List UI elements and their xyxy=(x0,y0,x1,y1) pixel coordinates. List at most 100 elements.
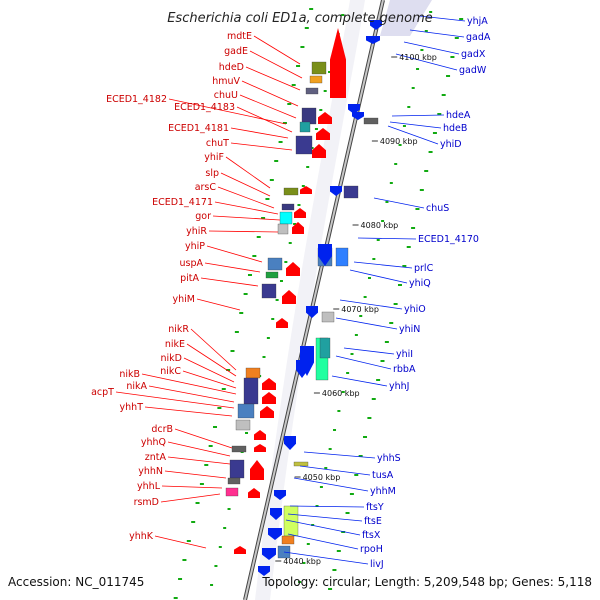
tick-dot xyxy=(239,312,244,314)
tick-dot xyxy=(337,410,341,412)
tick-dot xyxy=(354,474,359,476)
tick-dot xyxy=(350,353,354,355)
tick-dot xyxy=(279,280,283,282)
forward-arrow xyxy=(262,378,276,390)
scale-tick-label: 4100 kbp xyxy=(399,53,437,62)
forward-leader-line xyxy=(182,370,237,389)
tick-dot xyxy=(328,588,333,590)
forward-leader-line xyxy=(208,230,279,233)
feature-box xyxy=(301,107,317,125)
forward-arrow xyxy=(254,444,266,452)
tick-dot xyxy=(284,261,288,263)
forward-gene-label: nikA xyxy=(126,381,147,392)
feature-box xyxy=(299,121,311,133)
reverse-arrow xyxy=(318,244,332,266)
tick-dot xyxy=(287,103,292,105)
genome-stats-text: Topology: circular; Length: 5,209,548 bp… xyxy=(261,575,592,589)
map-title: Escherichia coli ED1a, complete genome xyxy=(167,11,433,26)
tick-dot xyxy=(218,546,222,548)
reverse-leader-line xyxy=(331,375,388,387)
reverse-gene-labels: yhjA gadA gadX gadW hdeA hdeB yhiD chuS ECED1_41… xyxy=(360,16,491,570)
forward-gene-label: yhhN xyxy=(138,466,163,477)
feature-box xyxy=(277,223,289,235)
reverse-leader-line xyxy=(289,505,365,508)
reverse-arrow xyxy=(284,436,296,450)
reverse-leader-line xyxy=(387,125,439,145)
tick-dot xyxy=(384,341,389,343)
tick-dot xyxy=(328,448,332,450)
tick-dot xyxy=(300,46,305,48)
tick-dot xyxy=(323,90,327,92)
forward-gene-label: pitA xyxy=(180,273,199,284)
feature-box xyxy=(227,477,241,485)
forward-leader-line xyxy=(217,186,275,209)
tick-dot xyxy=(450,56,455,58)
forward-gene-label: nikB xyxy=(119,369,140,380)
tick-dot xyxy=(293,223,297,225)
forward-gene-label: yhiM xyxy=(173,294,195,305)
tick-dot xyxy=(274,160,279,162)
ring-shade xyxy=(255,0,365,600)
reverse-arrow xyxy=(274,490,286,500)
reverse-leader-line xyxy=(293,477,369,492)
reverse-gene-label: ftsE xyxy=(364,516,382,527)
forward-gene-label: uspA xyxy=(180,258,204,269)
forward-leader-line xyxy=(183,357,235,383)
reverse-gene-label: yhiQ xyxy=(409,278,431,289)
feature-box xyxy=(281,203,295,211)
forward-gene-label: nikC xyxy=(160,366,181,377)
forward-gene-label: yhhT xyxy=(120,402,144,413)
feature-box xyxy=(295,135,313,155)
scale-tick-label: 4050 kbp xyxy=(303,473,341,482)
forward-leader-line xyxy=(220,172,271,197)
forward-leader-line xyxy=(230,142,293,151)
forward-gene-label: gadE xyxy=(224,46,248,57)
forward-arrow xyxy=(312,144,326,158)
tick-dot xyxy=(420,49,424,51)
tick-dot xyxy=(333,429,337,431)
feature-box xyxy=(279,211,293,225)
reverse-arrow xyxy=(258,566,270,576)
reverse-leader-line xyxy=(403,41,460,55)
tick-dot xyxy=(226,369,231,371)
feature-box xyxy=(283,187,299,196)
forward-gene-label: nikD xyxy=(161,353,182,364)
reverse-arrow xyxy=(306,306,318,318)
forward-leader-line xyxy=(196,298,241,311)
forward-gene-label: yhiR xyxy=(186,226,207,237)
backbone-line xyxy=(243,0,385,600)
reverse-leader-line xyxy=(395,53,458,71)
forward-leader-line xyxy=(212,215,281,221)
feature-box xyxy=(343,185,359,199)
forward-gene-label: dcrB xyxy=(151,424,173,435)
reverse-leader-line xyxy=(409,29,465,38)
forward-arrow xyxy=(260,406,274,418)
reverse-arrow xyxy=(352,112,364,120)
forward-leader-line xyxy=(167,441,231,457)
reverse-leader-line xyxy=(287,513,363,522)
tick-dot xyxy=(245,432,249,434)
forward-arrow xyxy=(262,392,276,404)
forward-gene-label: ECED1_4181 xyxy=(168,123,229,134)
reverse-gene-label: yhiN xyxy=(399,324,420,335)
tick-dot xyxy=(441,94,446,96)
reverse-gene-label: yhhS xyxy=(377,453,401,464)
feature-box xyxy=(229,459,245,479)
tick-dot xyxy=(407,106,411,108)
forward-gene-label: ECED1_4182 xyxy=(106,94,167,105)
forward-gene-labels: mdtE gadE hdeD hmuV chuU ECED1_4182 ECED1_4183… xyxy=(91,31,252,542)
forward-arrow xyxy=(282,290,296,304)
tick-dot xyxy=(199,483,204,485)
feature-box xyxy=(267,257,283,271)
forward-gene-label: yhhK xyxy=(129,531,154,542)
feature-box xyxy=(335,247,349,267)
tick-dot xyxy=(319,486,323,488)
tick-dot xyxy=(432,132,437,134)
forward-leader-line xyxy=(230,127,289,139)
reverse-gene-label: tusA xyxy=(372,470,394,481)
forward-leader-line xyxy=(241,80,299,107)
forward-arrow xyxy=(234,546,246,554)
forward-leader-line xyxy=(164,470,227,479)
tick-dot xyxy=(262,356,266,358)
